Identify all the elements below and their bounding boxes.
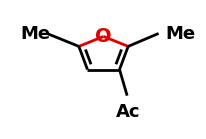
- Text: Me: Me: [20, 25, 50, 43]
- Text: O: O: [95, 27, 111, 46]
- Text: Ac: Ac: [115, 103, 139, 121]
- Text: Me: Me: [164, 25, 194, 43]
